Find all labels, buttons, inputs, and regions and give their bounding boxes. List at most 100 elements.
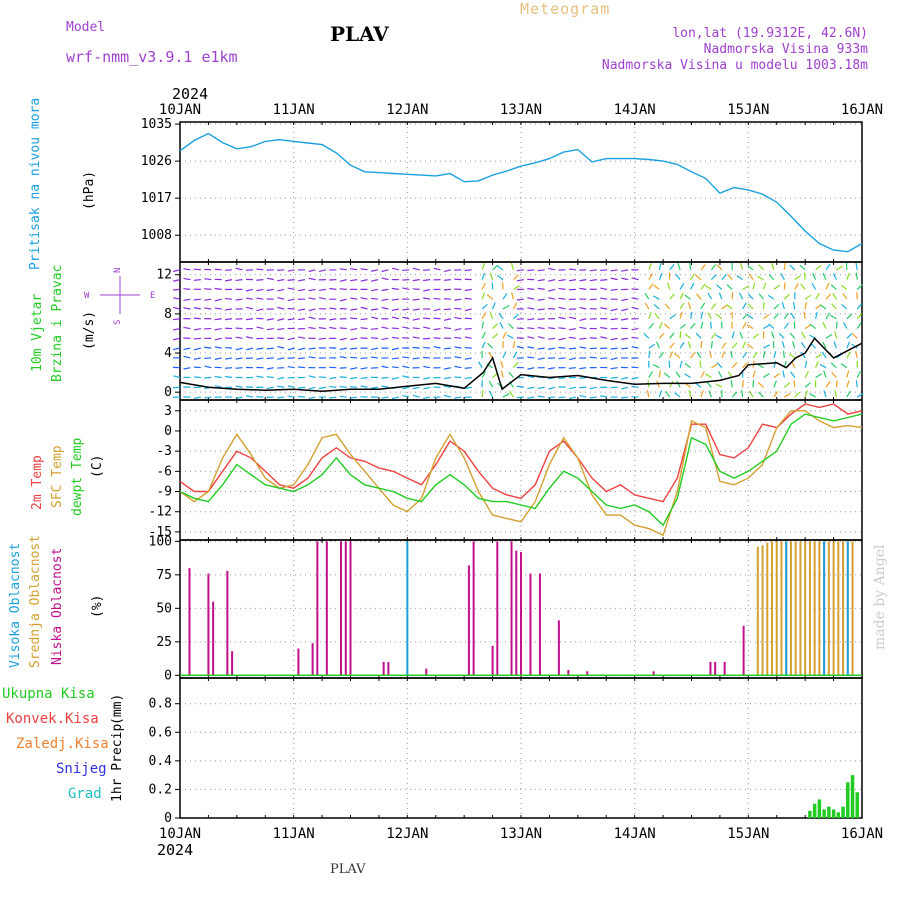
- wind-arrow: [256, 375, 264, 379]
- wind-arrow: [433, 317, 441, 320]
- wind-panel: 0 4 8 12: [156, 261, 864, 401]
- wind-arrow: [516, 385, 524, 388]
- wind-arrow: [381, 385, 389, 388]
- niska-oblacnost-bar: [714, 661, 717, 676]
- wind-arrow: [225, 375, 233, 379]
- wind-arrow: [277, 376, 285, 380]
- ukupna-kisa-bar: [827, 806, 831, 818]
- wind-arrow: [370, 269, 379, 272]
- wind-arrow: [513, 313, 519, 320]
- wind-arrow: [715, 383, 723, 388]
- wind-arrow: [782, 370, 785, 378]
- wind-arrow: [730, 380, 733, 388]
- wind-arrow: [527, 288, 535, 291]
- wind-arrow: [610, 308, 618, 312]
- wind-arrow: [767, 294, 775, 300]
- wind-arrow: [391, 396, 399, 400]
- wind-arrow: [830, 314, 837, 320]
- wind-arrow: [658, 332, 665, 339]
- niska-oblacnost-bar: [557, 620, 560, 676]
- wind-arrow: [308, 269, 316, 273]
- wind-arrow: [610, 347, 618, 350]
- wind-arrow: [747, 303, 754, 310]
- wind-arrow: [726, 284, 733, 290]
- model-altitude-label: Nadmorska Visina u modelu 1003.18m: [601, 58, 868, 73]
- wind-arrow: [834, 390, 838, 398]
- wind-arrow: [815, 311, 818, 319]
- wind-arrow: [708, 390, 712, 398]
- wind-arrow: [370, 337, 379, 339]
- wind-arrow: [558, 297, 566, 300]
- wind-arrow: [183, 347, 191, 350]
- wind-arrow: [277, 385, 285, 388]
- wind-arrow: [508, 371, 514, 378]
- wind-arrow: [804, 390, 808, 398]
- wind-arrow: [193, 376, 201, 379]
- wind-arrow: [464, 269, 472, 272]
- wind-arrow: [815, 353, 822, 359]
- wind-arrow: [621, 386, 629, 390]
- wind-arrow: [516, 298, 524, 301]
- wind-arrow: [454, 365, 462, 369]
- temperature-ytick-label: -3: [156, 444, 172, 459]
- wind-arrow: [277, 318, 285, 321]
- wind-arrow: [709, 350, 712, 359]
- wind-arrow: [834, 331, 838, 339]
- wind-arrow: [610, 367, 618, 370]
- wind-arrow: [225, 367, 233, 369]
- wind-arrow: [339, 298, 347, 302]
- wind-arrow: [589, 279, 597, 282]
- wind-arrow: [454, 307, 462, 310]
- cloud-ytick-label: 75: [156, 568, 172, 583]
- wind-arrow: [370, 288, 379, 292]
- wind-arrow: [464, 357, 472, 360]
- wind-arrow: [655, 341, 660, 349]
- wind-arrow: [846, 380, 850, 388]
- wind-arrow: [350, 337, 358, 341]
- sfc-temp-line: [179, 410, 863, 537]
- wind-arrow: [679, 311, 683, 319]
- wind-arrow: [568, 336, 577, 339]
- x-tick-label-bottom: 12JAN: [386, 826, 428, 842]
- wind-arrow: [433, 308, 441, 312]
- wind-arrow-field: [172, 262, 864, 400]
- wind-arrow: [266, 347, 274, 350]
- wind-arrow: [464, 386, 472, 390]
- wind-arrow: [783, 293, 790, 300]
- wind-arrow: [481, 282, 486, 290]
- wind-arrow: [747, 293, 754, 300]
- wind-arrow: [402, 269, 410, 272]
- x-tick-label-top: 10JAN: [159, 102, 201, 118]
- wind-arrow: [757, 382, 764, 388]
- wind-arrow: [350, 279, 358, 282]
- wind-arrow: [277, 327, 285, 331]
- wind-arrow: [851, 332, 858, 339]
- ukupna-kisa-bar: [841, 806, 845, 818]
- wind-arrow: [794, 391, 801, 398]
- wind-arrow: [412, 336, 420, 339]
- wind-arrow: [412, 357, 420, 360]
- wind-arrow: [790, 371, 796, 378]
- wind-arrow: [287, 365, 295, 369]
- wind-arrow: [183, 268, 191, 271]
- wind-arrow: [214, 376, 222, 379]
- wind-arrow: [481, 321, 484, 329]
- wind-arrow: [173, 279, 181, 282]
- wind-arrow: [318, 288, 326, 292]
- wind-arrow: [225, 346, 233, 349]
- wind-arrow: [558, 316, 566, 320]
- wind-arrow: [679, 341, 685, 349]
- wind-arrow: [423, 386, 431, 390]
- wind-arrow: [780, 273, 785, 280]
- wind-arrow: [710, 303, 717, 310]
- 10m-vjetar-brzina-line: [179, 337, 863, 392]
- wind-arrow: [746, 343, 754, 349]
- wind-arrow: [443, 308, 451, 311]
- wind-arrow: [658, 390, 663, 398]
- temperature-ytick-label: -9: [156, 485, 172, 500]
- wind-arrow: [329, 385, 337, 388]
- wind-arrow: [277, 357, 285, 360]
- wind-arrow: [679, 283, 685, 290]
- wind-arrow: [756, 275, 764, 281]
- niska-oblacnost-bar: [742, 625, 745, 676]
